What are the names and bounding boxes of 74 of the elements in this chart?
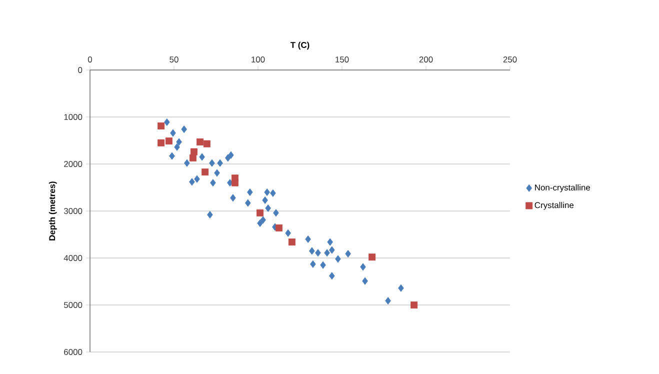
point <box>247 188 253 196</box>
x-tick-label: 150 <box>336 56 349 62</box>
point <box>209 159 215 167</box>
y-tick-label: 2000 <box>64 161 82 167</box>
y-tick-label: 6000 <box>64 349 82 355</box>
point <box>345 250 351 258</box>
point <box>327 238 333 246</box>
point <box>273 209 279 217</box>
point <box>398 284 404 292</box>
point <box>270 189 276 197</box>
point <box>170 129 176 137</box>
point <box>329 246 335 254</box>
point <box>190 148 198 156</box>
point <box>227 179 233 187</box>
point <box>309 247 315 255</box>
y-axis-title: Depth (metres) <box>48 182 57 240</box>
point <box>315 249 321 257</box>
point <box>310 260 316 268</box>
legend-label: Crystalline <box>534 202 574 210</box>
x-tick-label: 0 <box>88 56 92 62</box>
point <box>385 296 391 305</box>
x-tick-label: 200 <box>419 56 433 62</box>
point <box>305 235 311 244</box>
point <box>260 216 266 224</box>
point <box>181 125 187 134</box>
point <box>262 196 268 204</box>
point <box>245 199 251 207</box>
point <box>184 159 190 167</box>
point <box>231 179 238 186</box>
point <box>256 209 264 216</box>
point <box>217 159 223 167</box>
point <box>199 153 205 161</box>
point <box>320 261 326 269</box>
point <box>288 238 296 246</box>
y-tick-label: 0 <box>78 67 82 73</box>
point <box>194 175 200 183</box>
point <box>207 210 213 219</box>
point <box>362 277 368 285</box>
point <box>257 219 263 228</box>
y-tick-label: 3000 <box>64 208 82 214</box>
point <box>164 118 170 126</box>
point <box>176 138 182 146</box>
x-tick-label: 250 <box>503 56 517 62</box>
point <box>196 138 204 146</box>
x-axis-title: T (C) <box>290 42 310 50</box>
point <box>360 263 366 271</box>
y-tick-label: 4000 <box>64 255 82 261</box>
point <box>214 169 220 177</box>
point <box>158 139 165 146</box>
point <box>202 168 209 176</box>
point <box>189 178 195 186</box>
point <box>158 122 165 130</box>
point <box>165 137 172 144</box>
point <box>169 152 175 160</box>
point <box>189 154 196 162</box>
point <box>210 179 216 187</box>
point <box>265 204 271 212</box>
point <box>174 143 180 151</box>
y-tick-label: 1000 <box>64 114 82 120</box>
point <box>329 272 335 280</box>
y-tick-label: 5000 <box>64 302 82 308</box>
point <box>225 154 231 162</box>
point <box>368 254 376 261</box>
point <box>324 249 330 257</box>
point <box>203 140 210 148</box>
x-tick-label: 100 <box>252 56 265 62</box>
legend-label: Non-crystalline <box>535 184 590 192</box>
x-tick-label: 50 <box>170 56 178 62</box>
point <box>410 302 418 309</box>
point <box>276 224 283 232</box>
point <box>230 194 236 202</box>
point <box>285 229 291 237</box>
point <box>335 255 341 263</box>
point <box>264 188 270 196</box>
